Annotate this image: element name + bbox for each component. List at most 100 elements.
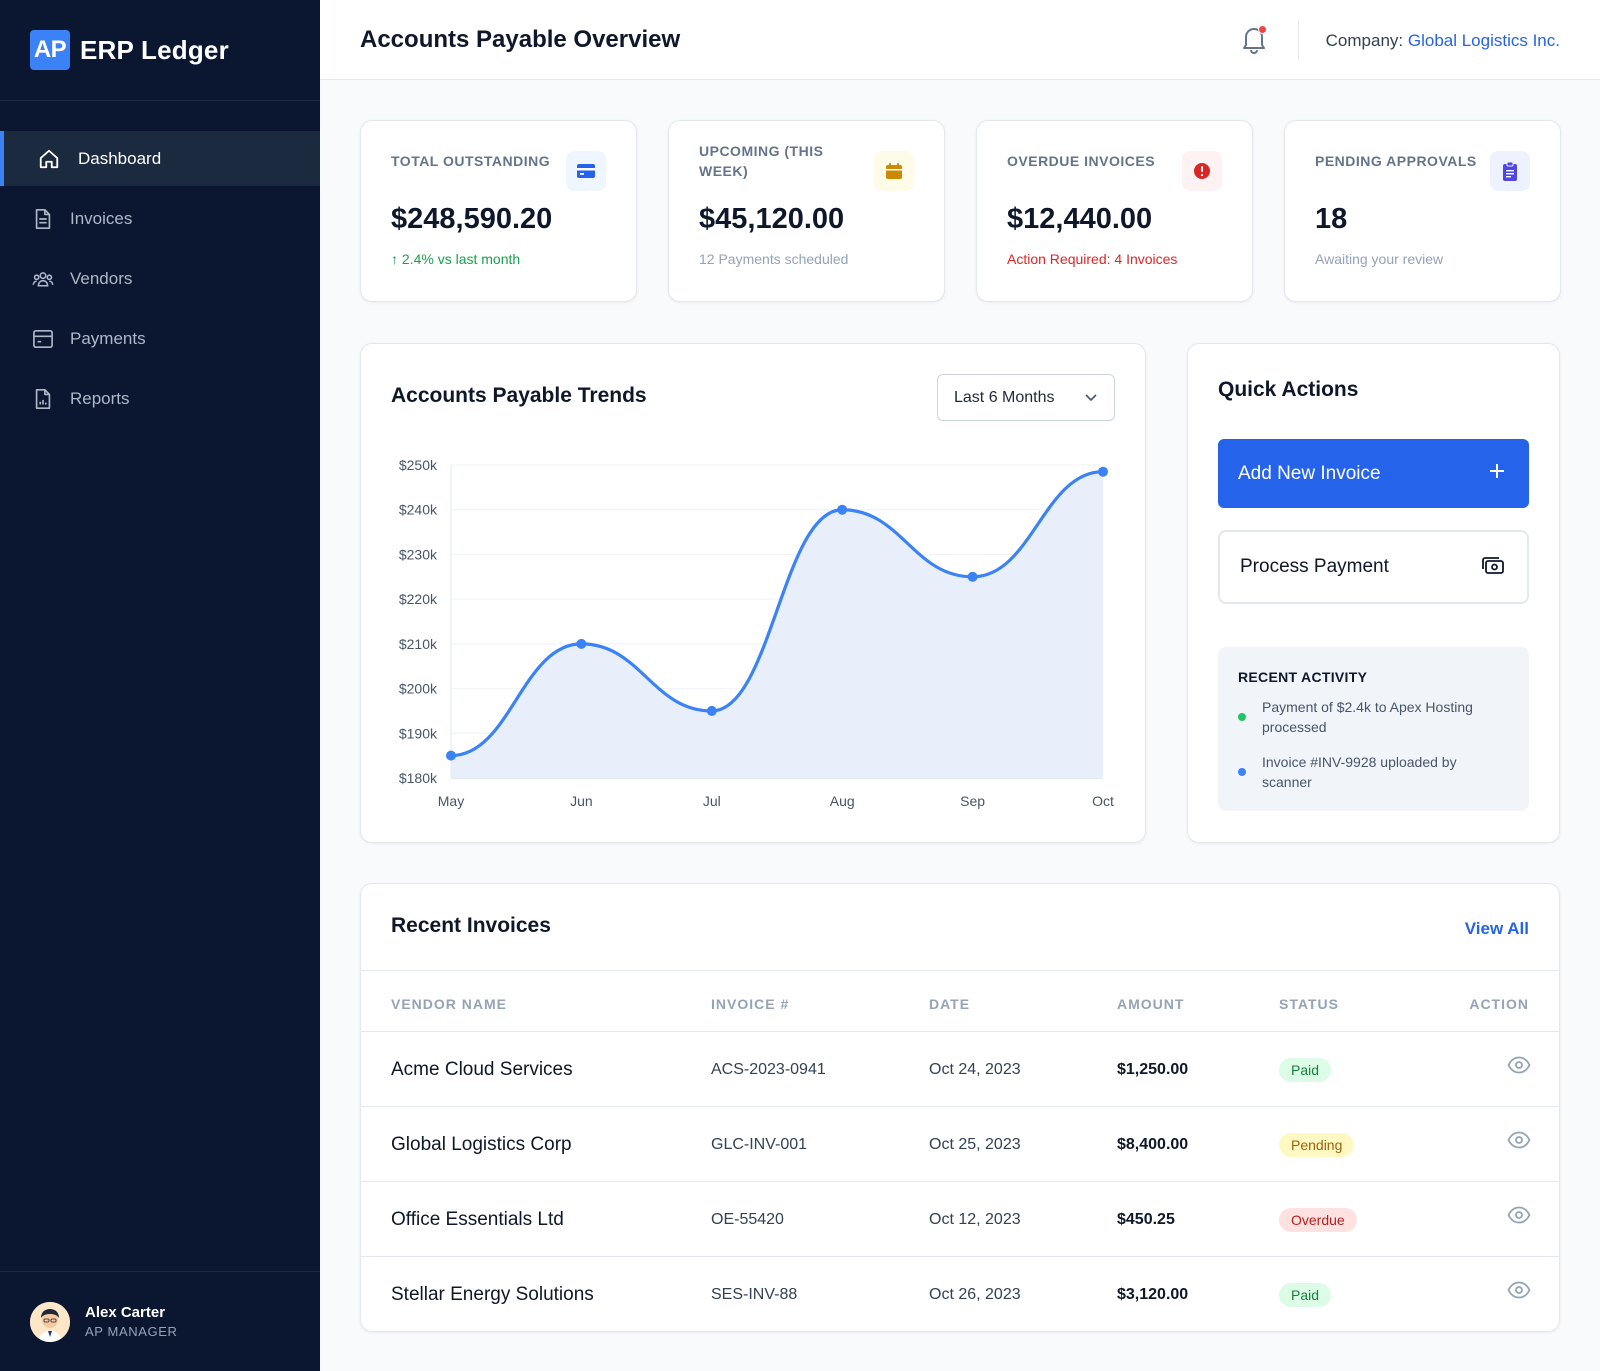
sidebar-item-label: Vendors <box>70 268 133 288</box>
amount-cell: $450.25 <box>1117 1210 1175 1228</box>
page-title: Accounts Payable Overview <box>360 26 681 53</box>
x-tick-label: Oct <box>1092 793 1114 809</box>
invoice-number-cell: GLC-INV-001 <box>711 1135 808 1153</box>
view-eye-icon[interactable] <box>1507 1056 1531 1079</box>
user-info: Alex Carter AP MANAGER <box>85 1304 177 1339</box>
area-fill <box>451 471 1103 778</box>
date-cell: Oct 26, 2023 <box>929 1285 1021 1303</box>
sidebar-item-reports[interactable]: Reports <box>0 371 320 426</box>
report-icon <box>32 388 54 410</box>
table-row[interactable]: Office Essentials Ltd OE-55420 Oct 12, 202… <box>361 1181 1559 1257</box>
stat-subtext: 12 Payments scheduled <box>699 251 849 267</box>
x-tick-label: May <box>438 793 464 809</box>
sidebar-item-dashboard[interactable]: Dashboard <box>0 131 320 186</box>
view-eye-icon[interactable] <box>1507 1131 1531 1154</box>
process-payment-button[interactable]: Process Payment <box>1218 530 1529 604</box>
add-new-invoice-button[interactable]: Add New Invoice <box>1218 439 1529 508</box>
stat-card-upcoming: UPCOMING (THIS WEEK) $45,120.00 12 Payme… <box>668 120 945 302</box>
data-point <box>576 638 587 649</box>
vendor-cell: Acme Cloud Services <box>391 1058 573 1080</box>
sidebar-item-invoices[interactable]: Invoices <box>0 191 320 246</box>
amount-cell: $3,120.00 <box>1117 1285 1189 1303</box>
column-header-vendor: VENDOR NAME <box>391 996 508 1012</box>
brand: AP ERP Ledger <box>0 0 320 101</box>
invoice-number-cell: OE-55420 <box>711 1210 784 1228</box>
stat-card-total-outstanding: TOTAL OUTSTANDING $248,590.20 ↑ 2.4% vs … <box>360 120 637 302</box>
stat-value: $12,440.00 <box>1007 203 1153 235</box>
calendar-icon <box>874 151 914 191</box>
stat-label: OVERDUE INVOICES <box>1007 153 1156 169</box>
column-header-status: STATUS <box>1279 996 1339 1012</box>
status-cell: Overdue <box>1279 1182 1357 1257</box>
invoice-number-cell: ACS-2023-0941 <box>711 1060 826 1078</box>
column-header-date: DATE <box>929 996 971 1012</box>
recent-activity-panel: RECENT ACTIVITY Payment of $2.4k to Apex… <box>1218 647 1529 811</box>
status-badge: Overdue <box>1279 1207 1357 1232</box>
sidebar-item-label: Invoices <box>70 208 133 228</box>
notification-bell-icon[interactable] <box>1240 24 1268 54</box>
sidebar: AP ERP Ledger Dashboard Invoices Vendors <box>0 0 320 1371</box>
company-label: Company: <box>1325 31 1404 50</box>
user-profile[interactable]: Alex Carter AP MANAGER <box>0 1271 320 1371</box>
chevron-down-icon <box>1084 390 1098 409</box>
x-tick-label: Sep <box>960 793 985 809</box>
view-all-link[interactable]: View All <box>1464 919 1529 938</box>
stat-label: TOTAL OUTSTANDING <box>391 153 551 169</box>
chart-title: Accounts Payable Trends <box>391 384 647 407</box>
status-badge: Pending <box>1279 1132 1355 1157</box>
y-tick-label: $210k <box>399 636 438 652</box>
stat-value: 18 <box>1315 203 1348 235</box>
table-row[interactable]: Acme Cloud Services ACS-2023-0941 Oct 24, … <box>361 1031 1559 1106</box>
status-badge: Paid <box>1279 1057 1332 1082</box>
vendor-cell: Stellar Energy Solutions <box>391 1283 594 1305</box>
table-row[interactable]: Stellar Energy Solutions SES-INV-88 Oct 26… <box>361 1256 1559 1331</box>
ap-trends-chart: $180k $190k $200k $210k $220k $230k $240k $250k… <box>399 457 1114 809</box>
brand-logo: AP <box>30 30 70 70</box>
x-tick-label: Aug <box>830 793 855 809</box>
quick-actions-card: Quick Actions Add New Invoice Process Pa… <box>1187 343 1560 843</box>
view-eye-icon[interactable] <box>1507 1281 1531 1304</box>
table-row[interactable]: Global Logistics Corp GLC-INV-001 Oct 25, … <box>361 1106 1559 1181</box>
alert-icon <box>1182 151 1222 191</box>
y-tick-label: $250k <box>399 457 438 473</box>
sidebar-item-payments[interactable]: Payments <box>0 311 320 366</box>
data-point <box>837 504 848 515</box>
activity-dot-green <box>1238 713 1246 721</box>
recent-invoices-title: Recent Invoices <box>391 914 551 937</box>
invoice-number-cell: SES-INV-88 <box>711 1285 798 1303</box>
vendor-cell: Global Logistics Corp <box>391 1133 572 1155</box>
y-tick-label: $240k <box>399 502 438 518</box>
recent-invoices-card: Recent Invoices View All VENDOR NAME INV… <box>360 883 1560 1332</box>
x-tick-label: Jul <box>703 793 721 809</box>
range-select[interactable]: Last 6 Months <box>937 374 1115 421</box>
data-point <box>1098 466 1108 477</box>
x-tick-label: Jun <box>570 793 593 809</box>
credit-card-icon <box>566 151 606 191</box>
sidebar-item-vendors[interactable]: Vendors <box>0 251 320 306</box>
stat-trend: ↑ 2.4% vs last month <box>391 251 521 267</box>
stat-value: $248,590.20 <box>391 203 553 235</box>
file-icon <box>32 208 54 230</box>
stat-label: UPCOMING (THIS WEEK) <box>699 143 824 179</box>
stat-card-overdue: OVERDUE INVOICES $12,440.00 Action Requi… <box>976 120 1253 302</box>
company-link[interactable]: Global Logistics Inc. <box>1407 31 1560 50</box>
view-eye-icon[interactable] <box>1507 1206 1531 1229</box>
y-tick-label: $220k <box>399 591 438 607</box>
stat-subtext: Action Required: 4 Invoices <box>1007 251 1178 267</box>
recent-activity-title: RECENT ACTIVITY <box>1238 669 1368 685</box>
clipboard-icon <box>1490 151 1530 191</box>
column-header-amount: AMOUNT <box>1117 996 1185 1012</box>
ap-trends-card: Accounts Payable Trends Last 6 Months $1… <box>360 343 1146 843</box>
users-icon <box>32 268 54 290</box>
y-tick-label: $180k <box>399 770 438 786</box>
vendor-cell: Office Essentials Ltd <box>391 1208 564 1230</box>
sidebar-item-label: Payments <box>70 328 146 348</box>
cash-icon <box>1481 556 1505 582</box>
activity-item: Invoice #INV-9928 uploaded by scanner <box>1262 754 1457 790</box>
date-cell: Oct 25, 2023 <box>929 1135 1021 1153</box>
sidebar-nav: Dashboard Invoices Vendors Payments Repo… <box>0 131 320 431</box>
header-divider <box>1298 20 1299 60</box>
column-header-action: ACTION <box>1469 996 1529 1012</box>
range-select-value: Last 6 Months <box>954 388 1055 406</box>
stat-value: $45,120.00 <box>699 203 845 235</box>
